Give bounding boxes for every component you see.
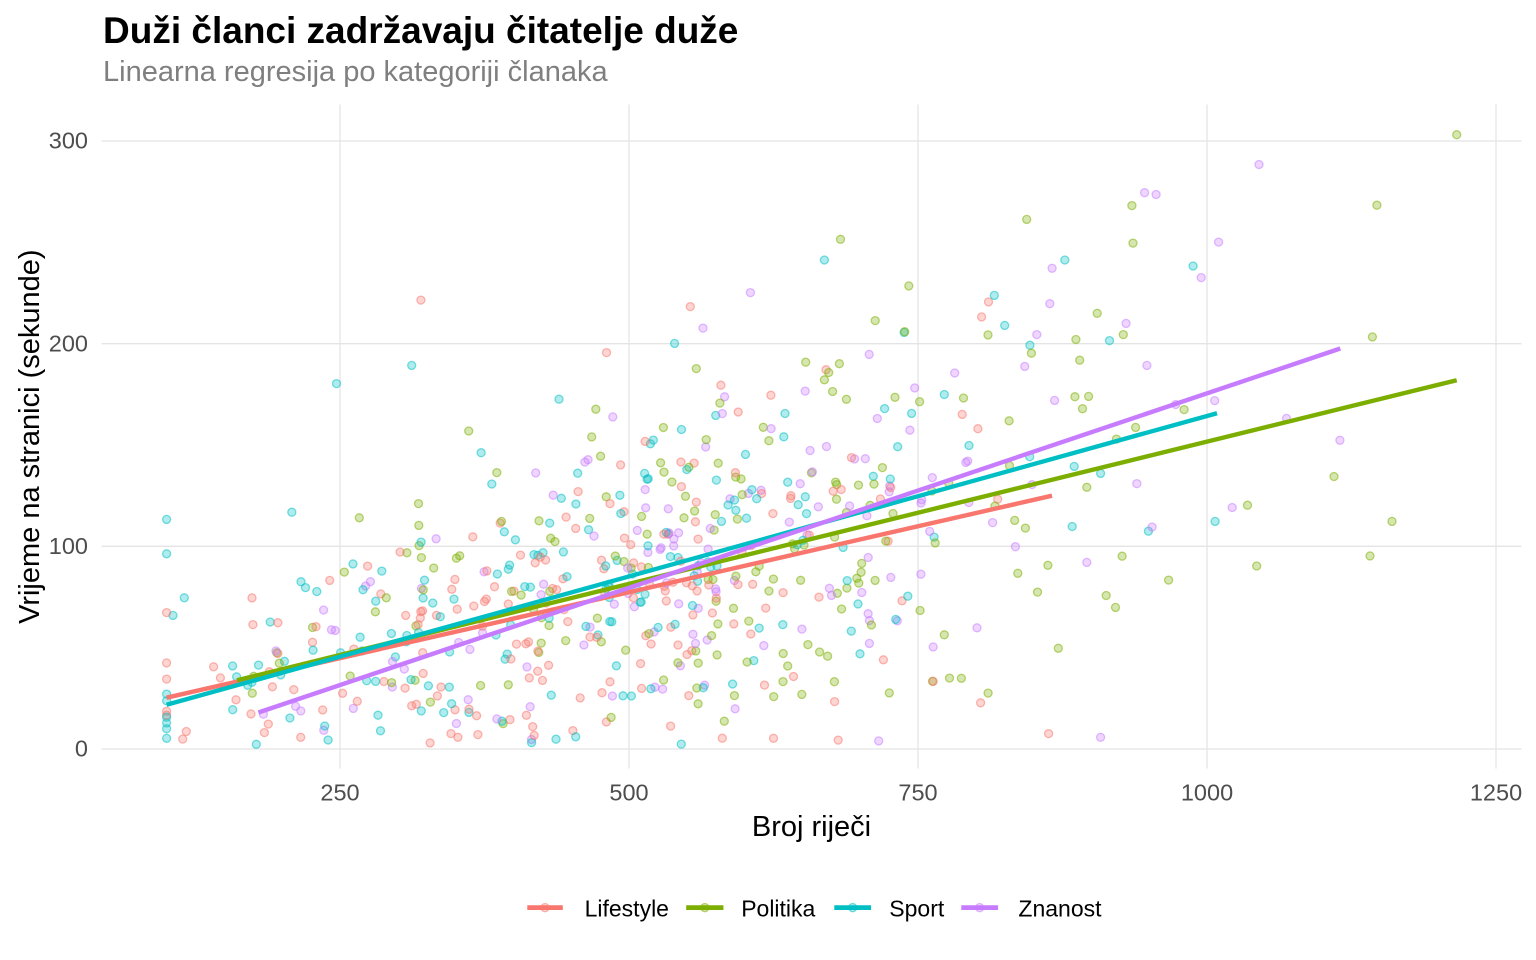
svg-text:Linearna regresija po kategori: Linearna regresija po kategoriji članaka	[103, 56, 608, 88]
svg-text:Znanost: Znanost	[1018, 896, 1102, 922]
svg-text:Lifestyle: Lifestyle	[585, 896, 669, 922]
svg-text:Vrijeme na stranici (sekunde): Vrijeme na stranici (sekunde)	[14, 249, 46, 623]
svg-text:100: 100	[49, 533, 88, 559]
svg-text:1000: 1000	[1181, 780, 1233, 806]
svg-text:0: 0	[75, 736, 88, 762]
svg-text:300: 300	[49, 128, 88, 154]
svg-text:Duži članci zadržavaju čitatel: Duži članci zadržavaju čitatelje duže	[103, 10, 738, 51]
svg-text:250: 250	[320, 780, 359, 806]
svg-text:Broj riječi: Broj riječi	[752, 811, 871, 843]
svg-text:Sport: Sport	[889, 896, 945, 922]
svg-text:750: 750	[898, 780, 937, 806]
svg-text:1250: 1250	[1470, 780, 1522, 806]
svg-text:200: 200	[49, 330, 88, 356]
svg-text:Politika: Politika	[741, 896, 815, 922]
svg-text:500: 500	[609, 780, 648, 806]
